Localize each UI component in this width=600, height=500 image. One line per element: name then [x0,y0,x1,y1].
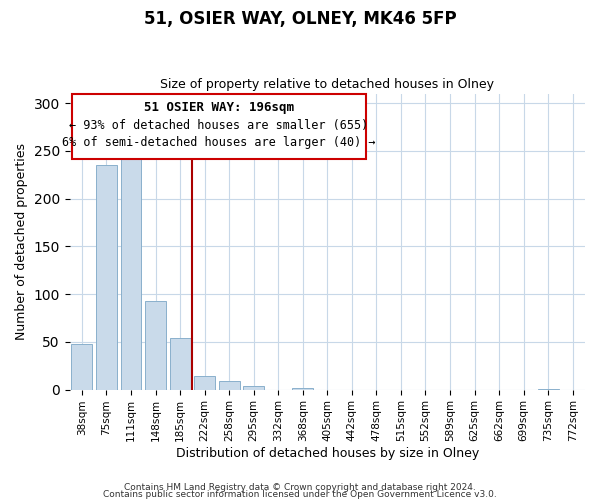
X-axis label: Distribution of detached houses by size in Olney: Distribution of detached houses by size … [176,447,479,460]
Text: 6% of semi-detached houses are larger (40) →: 6% of semi-detached houses are larger (4… [62,136,376,149]
Text: 51, OSIER WAY, OLNEY, MK46 5FP: 51, OSIER WAY, OLNEY, MK46 5FP [143,10,457,28]
Bar [96,165,117,390]
Bar [292,388,313,390]
Bar [145,301,166,390]
Bar [538,388,559,390]
Y-axis label: Number of detached properties: Number of detached properties [15,143,28,340]
Bar [219,381,239,390]
Bar [170,338,191,390]
Bar [243,386,264,390]
Bar [194,376,215,390]
FancyBboxPatch shape [72,94,366,158]
Bar [71,344,92,390]
Text: Contains public sector information licensed under the Open Government Licence v3: Contains public sector information licen… [103,490,497,499]
Bar [121,150,142,390]
Text: ← 93% of detached houses are smaller (655): ← 93% of detached houses are smaller (65… [70,118,369,132]
Text: 51 OSIER WAY: 196sqm: 51 OSIER WAY: 196sqm [144,101,294,114]
Text: Contains HM Land Registry data © Crown copyright and database right 2024.: Contains HM Land Registry data © Crown c… [124,484,476,492]
Title: Size of property relative to detached houses in Olney: Size of property relative to detached ho… [160,78,494,91]
